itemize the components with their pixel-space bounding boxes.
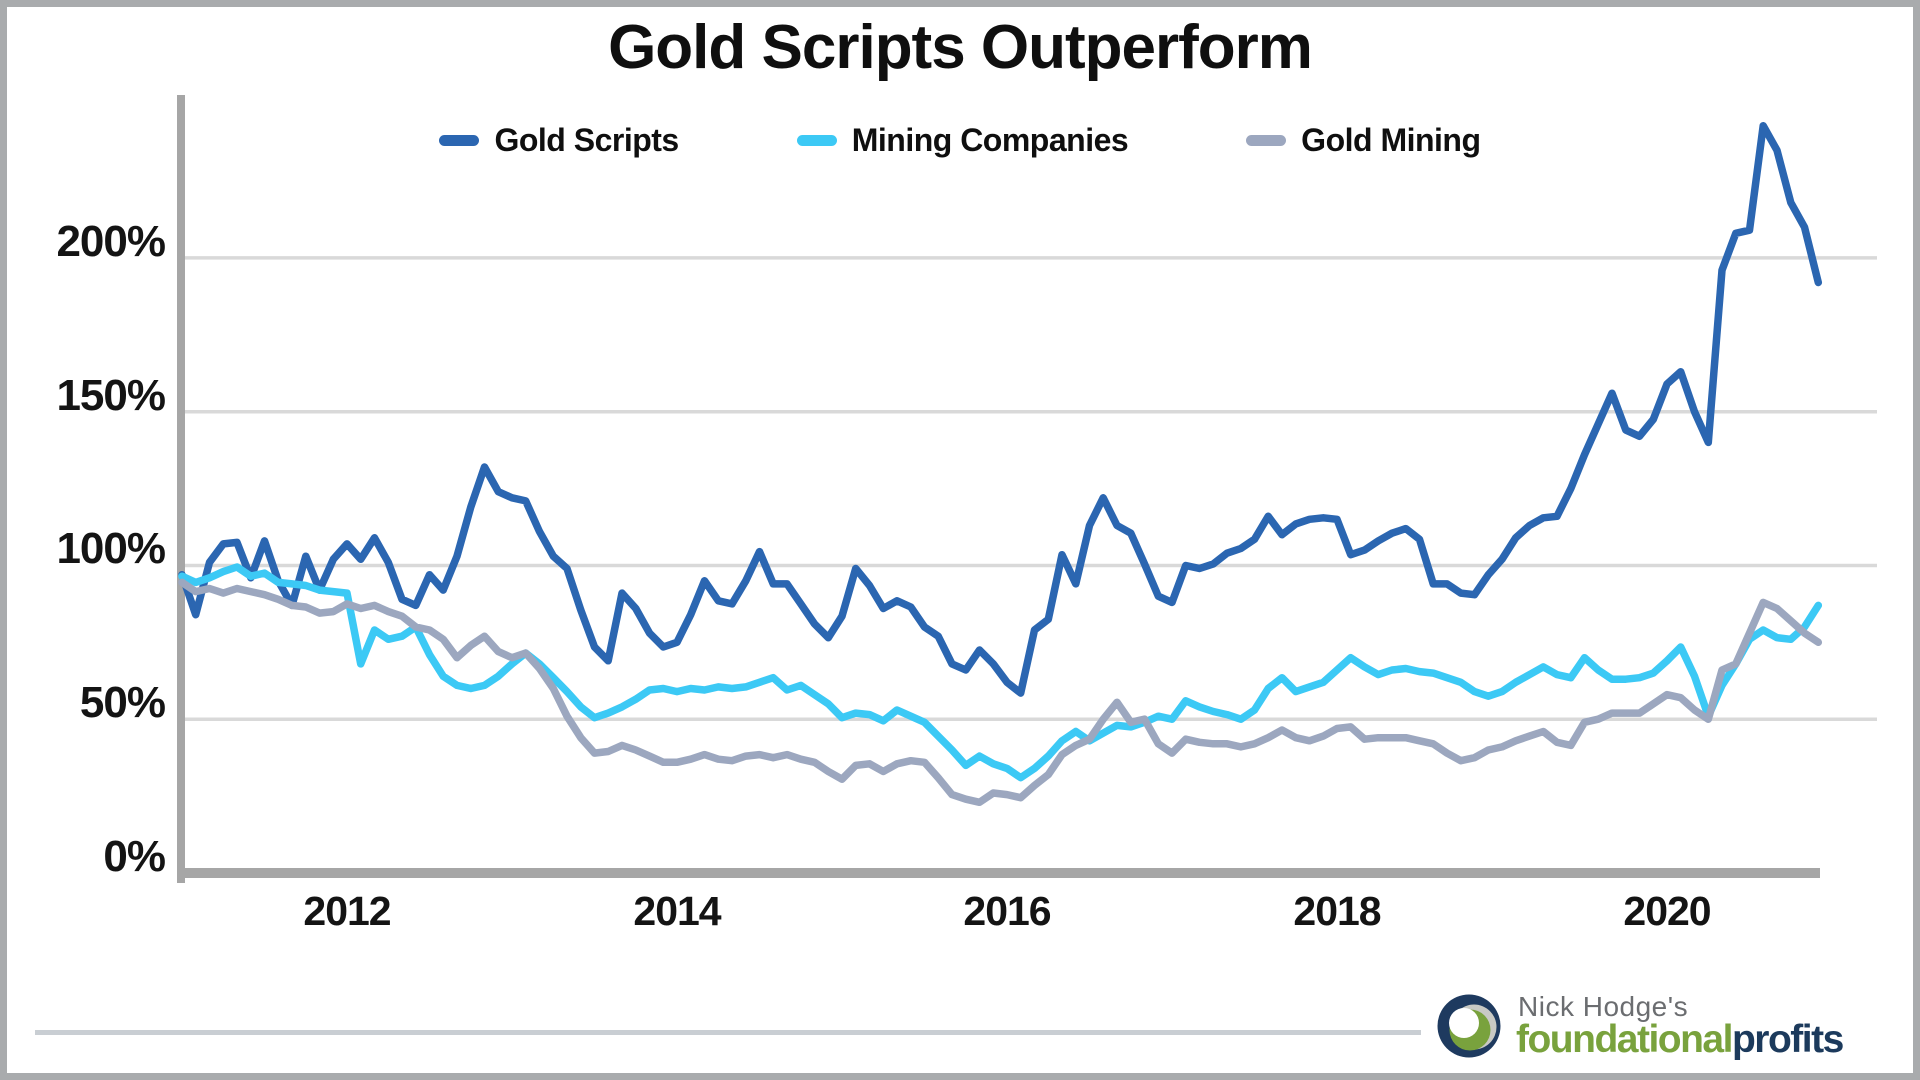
gold-scripts-swatch-icon bbox=[439, 135, 480, 146]
gold-mining-swatch-icon bbox=[1246, 135, 1287, 146]
y-axis-tick-100%: 100% bbox=[56, 524, 166, 574]
brand-navy-text: profits bbox=[1731, 1018, 1844, 1061]
chart-title: Gold Scripts Outperform bbox=[608, 13, 1313, 82]
y-axis-line bbox=[177, 95, 185, 883]
legend-item-gold-scripts: Gold Scripts bbox=[439, 122, 679, 159]
series-line-mining-companies bbox=[178, 563, 1823, 782]
legend-label: Gold Scripts bbox=[494, 122, 679, 158]
series-line-gold-scripts bbox=[178, 121, 1823, 697]
series-line-gold-mining bbox=[178, 578, 1823, 807]
x-axis-tick-2012: 2012 bbox=[303, 888, 391, 934]
legend-label: Gold Mining bbox=[1301, 122, 1481, 158]
legend-item-mining-companies: Mining Companies bbox=[796, 122, 1129, 159]
brand-name-text: foundationalprofits bbox=[1516, 1018, 1844, 1062]
x-axis-tick-2020: 2020 bbox=[1623, 888, 1711, 934]
x-axis-tick-2016: 2016 bbox=[963, 888, 1051, 934]
legend-item-gold-mining: Gold Mining bbox=[1246, 122, 1481, 159]
brand-prefix-text: Nick Hodge's bbox=[1518, 991, 1689, 1022]
footer-divider bbox=[35, 1030, 1421, 1035]
y-axis-tick-200%: 200% bbox=[56, 216, 166, 266]
foundational-profits-logo-icon bbox=[1437, 994, 1501, 1058]
y-axis-tick-50%: 50% bbox=[79, 678, 166, 728]
y-axis-tick-0%: 0% bbox=[103, 832, 166, 881]
mining-companies-swatch-icon bbox=[796, 135, 837, 146]
legend-label: Mining Companies bbox=[851, 122, 1129, 158]
x-axis-tick-2014: 2014 bbox=[633, 888, 721, 934]
brand-green-text: foundational bbox=[1516, 1018, 1733, 1061]
legend: Gold Scripts Mining Companies Gold Minin… bbox=[0, 122, 1920, 159]
x-axis-line bbox=[177, 868, 1820, 878]
y-axis-tick-150%: 150% bbox=[56, 370, 166, 420]
x-axis-tick-2018: 2018 bbox=[1293, 888, 1381, 934]
